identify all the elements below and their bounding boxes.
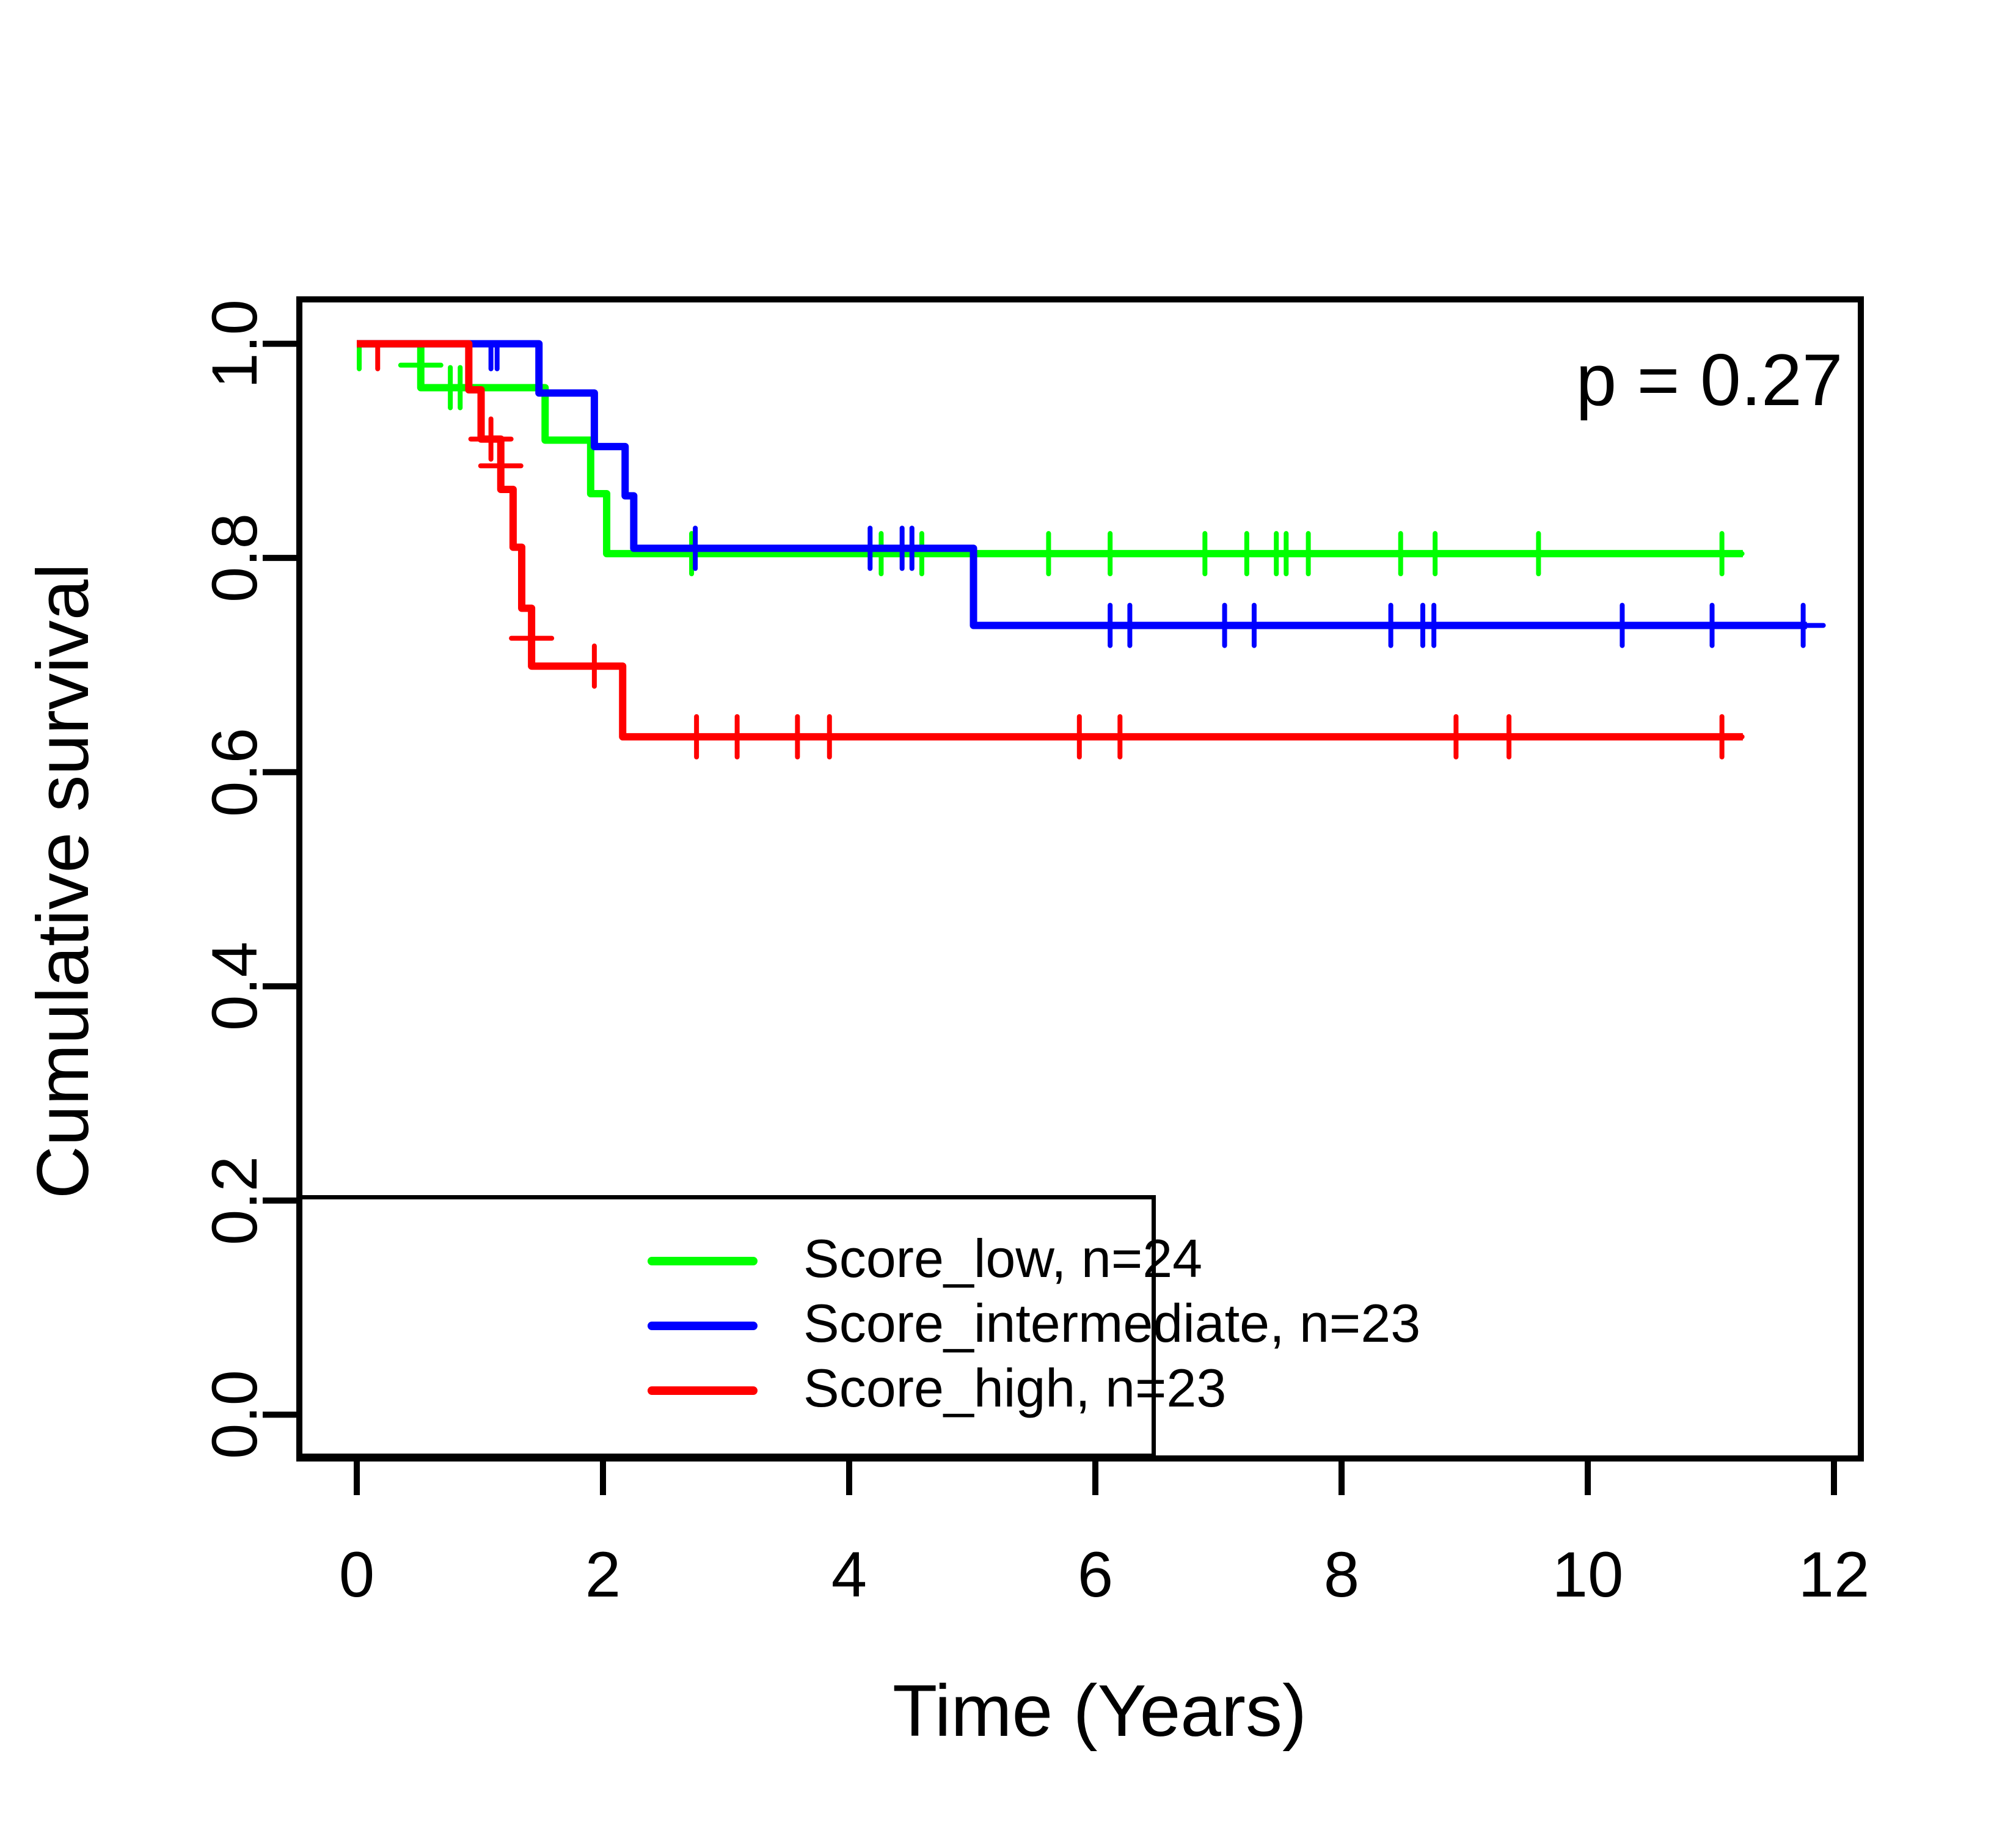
km-curve-score-low	[357, 340, 1743, 558]
y-tick-label-0.8: 0.8	[199, 513, 271, 602]
x-tick-label-8: 8	[1323, 1539, 1360, 1611]
x-tick-label-0: 0	[338, 1539, 375, 1611]
x-tick-label-4: 4	[831, 1539, 867, 1611]
legend-label-score-low: Score_low, n=24	[803, 1227, 1203, 1289]
legend-swatch-score-intermediate	[648, 1322, 758, 1330]
y-tick-label-0.0: 0.0	[199, 1370, 271, 1459]
legend: Score_low, n=24 Score_intermediate, n=23…	[298, 1195, 1420, 1458]
y-axis-title: Cumulative survival	[22, 563, 104, 1199]
p-value-annotation: p = 0.27	[1576, 339, 1843, 421]
y-tick-label-1.0: 1.0	[199, 299, 271, 389]
x-tick-label-10: 10	[1552, 1539, 1624, 1611]
x-tick-label-2: 2	[585, 1539, 621, 1611]
legend-label-score-intermediate: Score_intermediate, n=23	[803, 1292, 1421, 1353]
x-tick-label-12: 12	[1798, 1539, 1870, 1611]
legend-label-score-high: Score_high, n=23	[803, 1357, 1227, 1418]
y-tick-label-0.2: 0.2	[199, 1156, 271, 1245]
km-curve-score-intermediate	[357, 340, 1807, 629]
y-tick-label-0.6: 0.6	[199, 728, 271, 817]
x-axis-title: Time (Years)	[893, 1670, 1307, 1752]
y-tick-label-0.4: 0.4	[199, 942, 271, 1031]
legend-swatch-score-low	[648, 1257, 758, 1265]
x-tick-label-6: 6	[1077, 1539, 1114, 1611]
legend-swatch-score-high	[648, 1386, 758, 1395]
plot-box	[296, 296, 1864, 1462]
